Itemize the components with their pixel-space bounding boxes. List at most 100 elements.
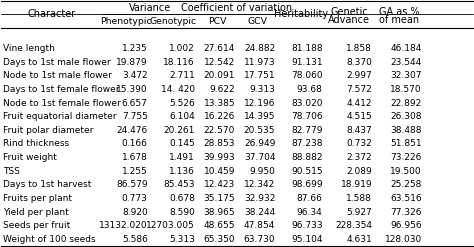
Text: Days to 1st female flower: Days to 1st female flower <box>2 85 119 94</box>
Text: 9.950: 9.950 <box>249 167 275 176</box>
Text: 15.390: 15.390 <box>116 85 148 94</box>
Text: 77.326: 77.326 <box>390 208 422 217</box>
Text: Genetic: Genetic <box>330 7 368 17</box>
Text: 26.949: 26.949 <box>244 140 275 148</box>
Text: 87.66: 87.66 <box>297 194 322 203</box>
Text: 18.570: 18.570 <box>390 85 422 94</box>
Text: Node to 1st male flower: Node to 1st male flower <box>2 71 111 80</box>
Text: 18.919: 18.919 <box>340 180 372 189</box>
Text: 32.932: 32.932 <box>244 194 275 203</box>
Text: 1.678: 1.678 <box>122 153 148 162</box>
Text: 18.116: 18.116 <box>164 58 195 67</box>
Text: 8.590: 8.590 <box>169 208 195 217</box>
Text: 13132.020: 13132.020 <box>99 221 148 230</box>
Text: 96.956: 96.956 <box>390 221 422 230</box>
Text: 95.104: 95.104 <box>291 235 322 244</box>
Text: 20.261: 20.261 <box>164 126 195 135</box>
Text: 87.238: 87.238 <box>291 140 322 148</box>
Text: 11.973: 11.973 <box>244 58 275 67</box>
Text: 9.622: 9.622 <box>210 85 235 94</box>
Text: 22.892: 22.892 <box>391 99 422 107</box>
Text: 5.313: 5.313 <box>169 235 195 244</box>
Text: 65.350: 65.350 <box>203 235 235 244</box>
Text: 38.244: 38.244 <box>244 208 275 217</box>
Text: 5.586: 5.586 <box>122 235 148 244</box>
Text: Rind thickness: Rind thickness <box>2 140 69 148</box>
Text: Advance: Advance <box>328 15 370 25</box>
Text: 37.704: 37.704 <box>244 153 275 162</box>
Text: 91.131: 91.131 <box>291 58 322 67</box>
Text: 9.313: 9.313 <box>249 85 275 94</box>
Text: 82.779: 82.779 <box>291 126 322 135</box>
Text: 90.515: 90.515 <box>291 167 322 176</box>
Text: 32.307: 32.307 <box>390 71 422 80</box>
Text: 81.188: 81.188 <box>291 44 322 53</box>
Text: 7.572: 7.572 <box>346 85 372 94</box>
Text: 6.104: 6.104 <box>169 112 195 121</box>
Text: Coefficient of variation: Coefficient of variation <box>182 2 292 13</box>
Text: 28.853: 28.853 <box>204 140 235 148</box>
Text: 1.002: 1.002 <box>169 44 195 53</box>
Text: 2.372: 2.372 <box>346 153 372 162</box>
Text: 1.588: 1.588 <box>346 194 372 203</box>
Text: 0.773: 0.773 <box>122 194 148 203</box>
Text: 27.614: 27.614 <box>204 44 235 53</box>
Text: 14.395: 14.395 <box>244 112 275 121</box>
Text: Weight of 100 seeds: Weight of 100 seeds <box>2 235 95 244</box>
Text: 93.68: 93.68 <box>297 85 322 94</box>
Text: Fruits per plant: Fruits per plant <box>2 194 72 203</box>
Text: Days to 1st harvest: Days to 1st harvest <box>2 180 91 189</box>
Text: 1.858: 1.858 <box>346 44 372 53</box>
Text: Genotypic: Genotypic <box>150 17 197 26</box>
Text: 12.423: 12.423 <box>204 180 235 189</box>
Text: 4.631: 4.631 <box>346 235 372 244</box>
Text: 1.491: 1.491 <box>169 153 195 162</box>
Text: Yield per plant: Yield per plant <box>2 208 68 217</box>
Text: PCV: PCV <box>208 17 226 26</box>
Text: 38.488: 38.488 <box>390 126 422 135</box>
Text: Variance: Variance <box>128 2 171 13</box>
Text: 96.733: 96.733 <box>291 221 322 230</box>
Text: TSS: TSS <box>2 167 19 176</box>
Text: 13.385: 13.385 <box>203 99 235 107</box>
Text: 12.196: 12.196 <box>244 99 275 107</box>
Text: Fruit equatorial diameter: Fruit equatorial diameter <box>2 112 116 121</box>
Text: 0.145: 0.145 <box>169 140 195 148</box>
Text: Node to 1st female flower: Node to 1st female flower <box>2 99 120 107</box>
Text: 63.730: 63.730 <box>244 235 275 244</box>
Text: 83.020: 83.020 <box>291 99 322 107</box>
Text: 88.882: 88.882 <box>291 153 322 162</box>
Text: 2.089: 2.089 <box>346 167 372 176</box>
Text: 39.993: 39.993 <box>203 153 235 162</box>
Text: 8.370: 8.370 <box>346 58 372 67</box>
Text: 35.175: 35.175 <box>203 194 235 203</box>
Text: Heritability: Heritability <box>274 9 328 19</box>
Text: 23.544: 23.544 <box>391 58 422 67</box>
Text: 6.657: 6.657 <box>122 99 148 107</box>
Text: Seeds per fruit: Seeds per fruit <box>2 221 70 230</box>
Text: of mean: of mean <box>379 15 419 25</box>
Text: Fruit polar diameter: Fruit polar diameter <box>2 126 93 135</box>
Text: 78.706: 78.706 <box>291 112 322 121</box>
Text: 16.226: 16.226 <box>204 112 235 121</box>
Text: 1.255: 1.255 <box>122 167 148 176</box>
Text: 10.459: 10.459 <box>204 167 235 176</box>
Text: 86.579: 86.579 <box>116 180 148 189</box>
Text: 38.965: 38.965 <box>203 208 235 217</box>
Text: 51.851: 51.851 <box>390 140 422 148</box>
Text: Character: Character <box>27 9 76 19</box>
Text: GCV: GCV <box>247 17 267 26</box>
Text: Days to 1st male flower: Days to 1st male flower <box>2 58 110 67</box>
Text: 25.258: 25.258 <box>391 180 422 189</box>
Text: 2.997: 2.997 <box>346 71 372 80</box>
Text: 12703.005: 12703.005 <box>146 221 195 230</box>
Text: 63.516: 63.516 <box>390 194 422 203</box>
Text: 26.308: 26.308 <box>390 112 422 121</box>
Text: 19.879: 19.879 <box>116 58 148 67</box>
Text: 4.412: 4.412 <box>346 99 372 107</box>
Text: 12.342: 12.342 <box>244 180 275 189</box>
Text: 228.354: 228.354 <box>335 221 372 230</box>
Text: 47.854: 47.854 <box>244 221 275 230</box>
Text: 0.678: 0.678 <box>169 194 195 203</box>
Text: 5.526: 5.526 <box>169 99 195 107</box>
